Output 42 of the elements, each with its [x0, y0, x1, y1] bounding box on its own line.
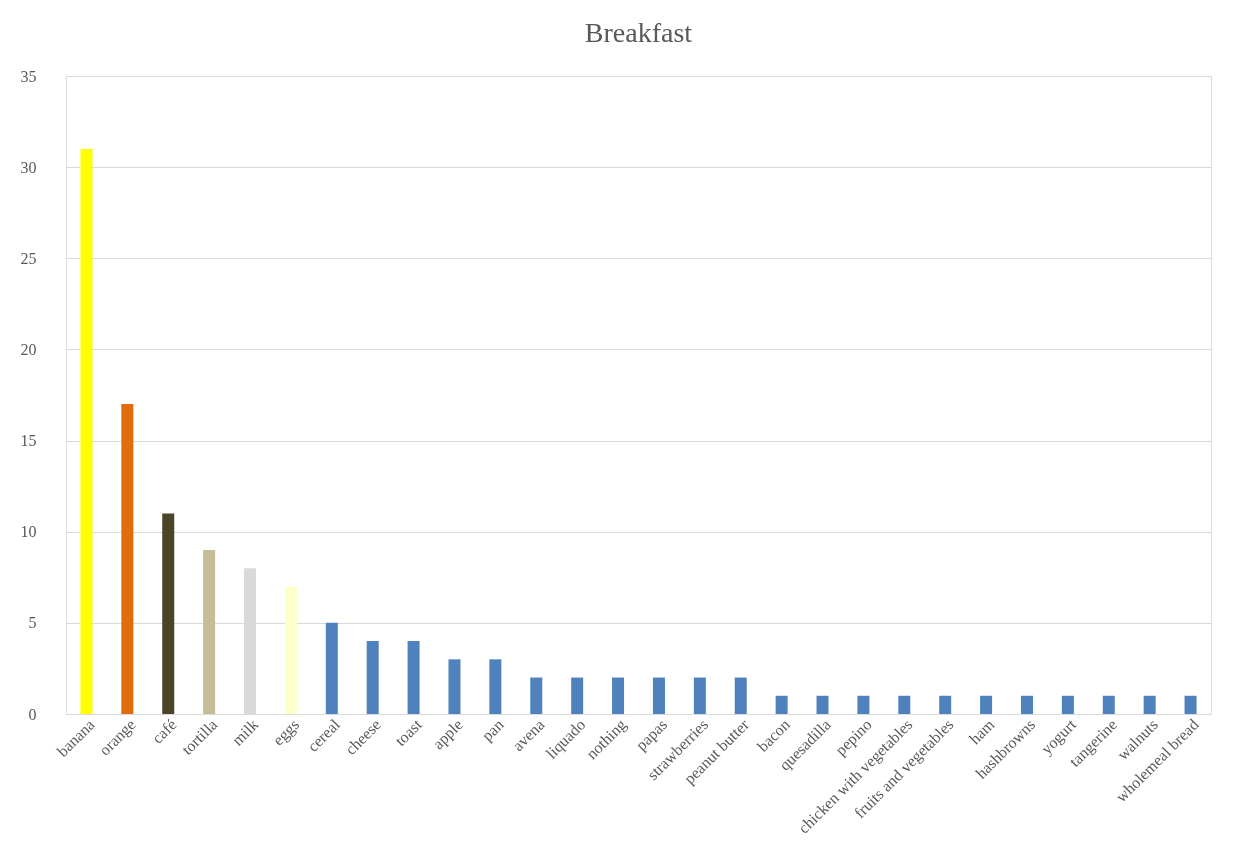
y-tick-label: 25: [20, 249, 37, 267]
y-tick-label: 35: [20, 67, 37, 85]
y-tick-label: 10: [20, 523, 37, 541]
bar: [162, 513, 175, 714]
bar: [816, 695, 829, 714]
bar: [939, 695, 952, 714]
bar: [366, 641, 379, 714]
y-tick-label: 5: [28, 614, 37, 632]
x-tick-label: toast: [391, 715, 426, 750]
bar: [693, 677, 706, 714]
x-tick-label: café: [148, 715, 180, 747]
bar: [80, 148, 93, 714]
bar: [612, 677, 625, 714]
x-tick-label: apple: [429, 715, 467, 754]
bar: [652, 677, 665, 714]
bar: [734, 677, 747, 714]
bar: [1143, 695, 1156, 714]
y-tick-label: 15: [20, 432, 37, 450]
bar: [571, 677, 584, 714]
bar: [898, 695, 911, 714]
bar: [489, 659, 502, 714]
bar: [530, 677, 543, 714]
chart-title: Breakfast: [584, 17, 693, 48]
bar: [284, 586, 297, 714]
bar: [1102, 695, 1115, 714]
x-tick-label: milk: [228, 715, 262, 749]
bar: [857, 695, 870, 714]
bar: [448, 659, 461, 714]
x-tick-label: eggs: [269, 715, 303, 750]
y-tick-label: 30: [20, 158, 37, 176]
bar: [1184, 695, 1197, 714]
bar: [407, 641, 420, 714]
bar: [1061, 695, 1074, 714]
bar: [980, 695, 993, 714]
y-tick-label: 20: [20, 340, 37, 358]
x-tick-label: pan: [478, 715, 508, 745]
bar: [1020, 695, 1033, 714]
bar: [121, 404, 134, 714]
y-tick-label: 0: [28, 705, 37, 723]
bar: [325, 622, 338, 714]
bar: [775, 695, 788, 714]
bar: [203, 549, 216, 714]
